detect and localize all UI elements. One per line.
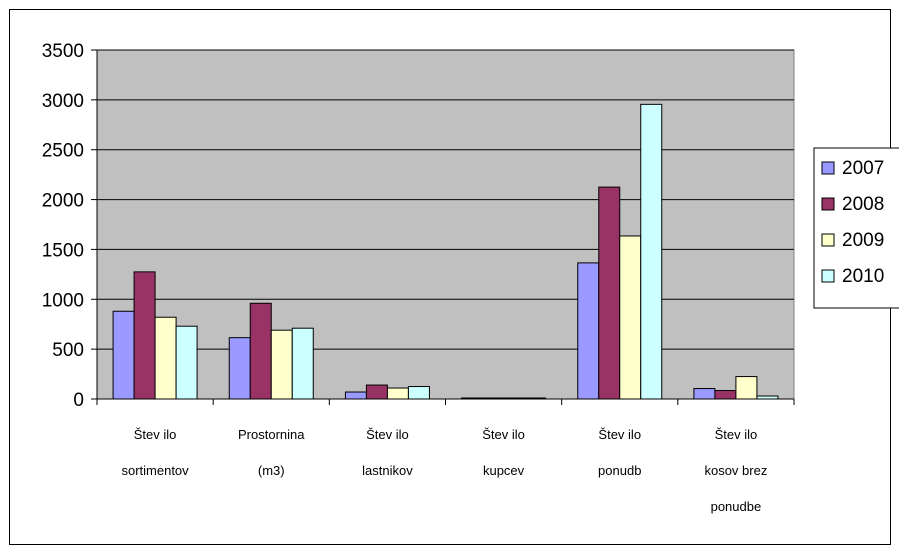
category-label: Štev ilo [598, 427, 641, 442]
legend-label-2008: 2008 [842, 194, 884, 215]
category-label: Prostornina [238, 427, 305, 442]
bar-2010-2 [407, 386, 430, 400]
bar-2007-5 [693, 388, 716, 400]
category-label: Štev ilo [134, 427, 177, 442]
gridlines [97, 49, 794, 350]
bar-2010-0 [175, 325, 198, 400]
y-tick-label: 2500 [42, 141, 84, 162]
bar-2007-2 [344, 391, 367, 400]
bar-2007-4 [577, 262, 600, 400]
category-label: ponudb [598, 463, 641, 478]
bar-2007-0 [112, 310, 135, 400]
category-label: kosov brez [704, 463, 767, 478]
bar-2009-4 [619, 235, 642, 400]
legend: 2007 2008 2009 2010 [813, 147, 899, 309]
y-tick-label: 2000 [42, 191, 84, 212]
bar-2008-4 [598, 186, 621, 400]
bars [112, 103, 779, 400]
y-tick-label: 1000 [42, 290, 84, 311]
bar-2009-0 [154, 316, 177, 400]
category-label: ponudbe [711, 499, 762, 514]
bar-2008-0 [133, 271, 156, 400]
bar-2010-4 [640, 103, 663, 400]
legend-swatch-2008 [821, 197, 835, 211]
category-labels: Štev ilo sortimentov Prostornina (m3) Štev i… [121, 427, 767, 514]
category-label: Štev ilo [482, 427, 525, 442]
category-label: Štev ilo [366, 427, 409, 442]
y-axis-ticks: 0 500 1000 1500 2000 2500 3000 3500 [42, 41, 97, 411]
y-tick-label: 500 [52, 340, 84, 361]
legend-label-2007: 2007 [842, 158, 884, 179]
category-label: lastnikov [362, 463, 413, 478]
legend-swatch-2007 [821, 161, 835, 175]
bar-2008-5 [714, 390, 737, 400]
legend-label-2009: 2009 [842, 230, 884, 251]
plot-area [96, 49, 795, 400]
bar-2009-2 [386, 387, 409, 400]
y-tick-label: 3500 [42, 41, 84, 62]
legend-label-2010: 2010 [842, 266, 884, 287]
bar-2008-2 [365, 384, 388, 400]
legend-swatch-2010 [821, 269, 835, 283]
bar-2009-1 [270, 329, 293, 400]
x-axis-ticks [96, 399, 795, 405]
category-label: sortimentov [121, 463, 189, 478]
y-tick-label: 3000 [42, 91, 84, 112]
bar-2010-1 [291, 327, 314, 400]
category-label: kupcev [483, 463, 525, 478]
bar-2007-1 [228, 337, 251, 400]
category-label: Štev ilo [715, 427, 758, 442]
bar-2009-5 [735, 376, 758, 400]
y-tick-label: 1500 [42, 240, 84, 261]
bar-2008-1 [249, 302, 272, 400]
category-label: (m3) [258, 463, 285, 478]
legend-swatch-2009 [821, 233, 835, 247]
y-tick-label: 0 [73, 390, 84, 411]
